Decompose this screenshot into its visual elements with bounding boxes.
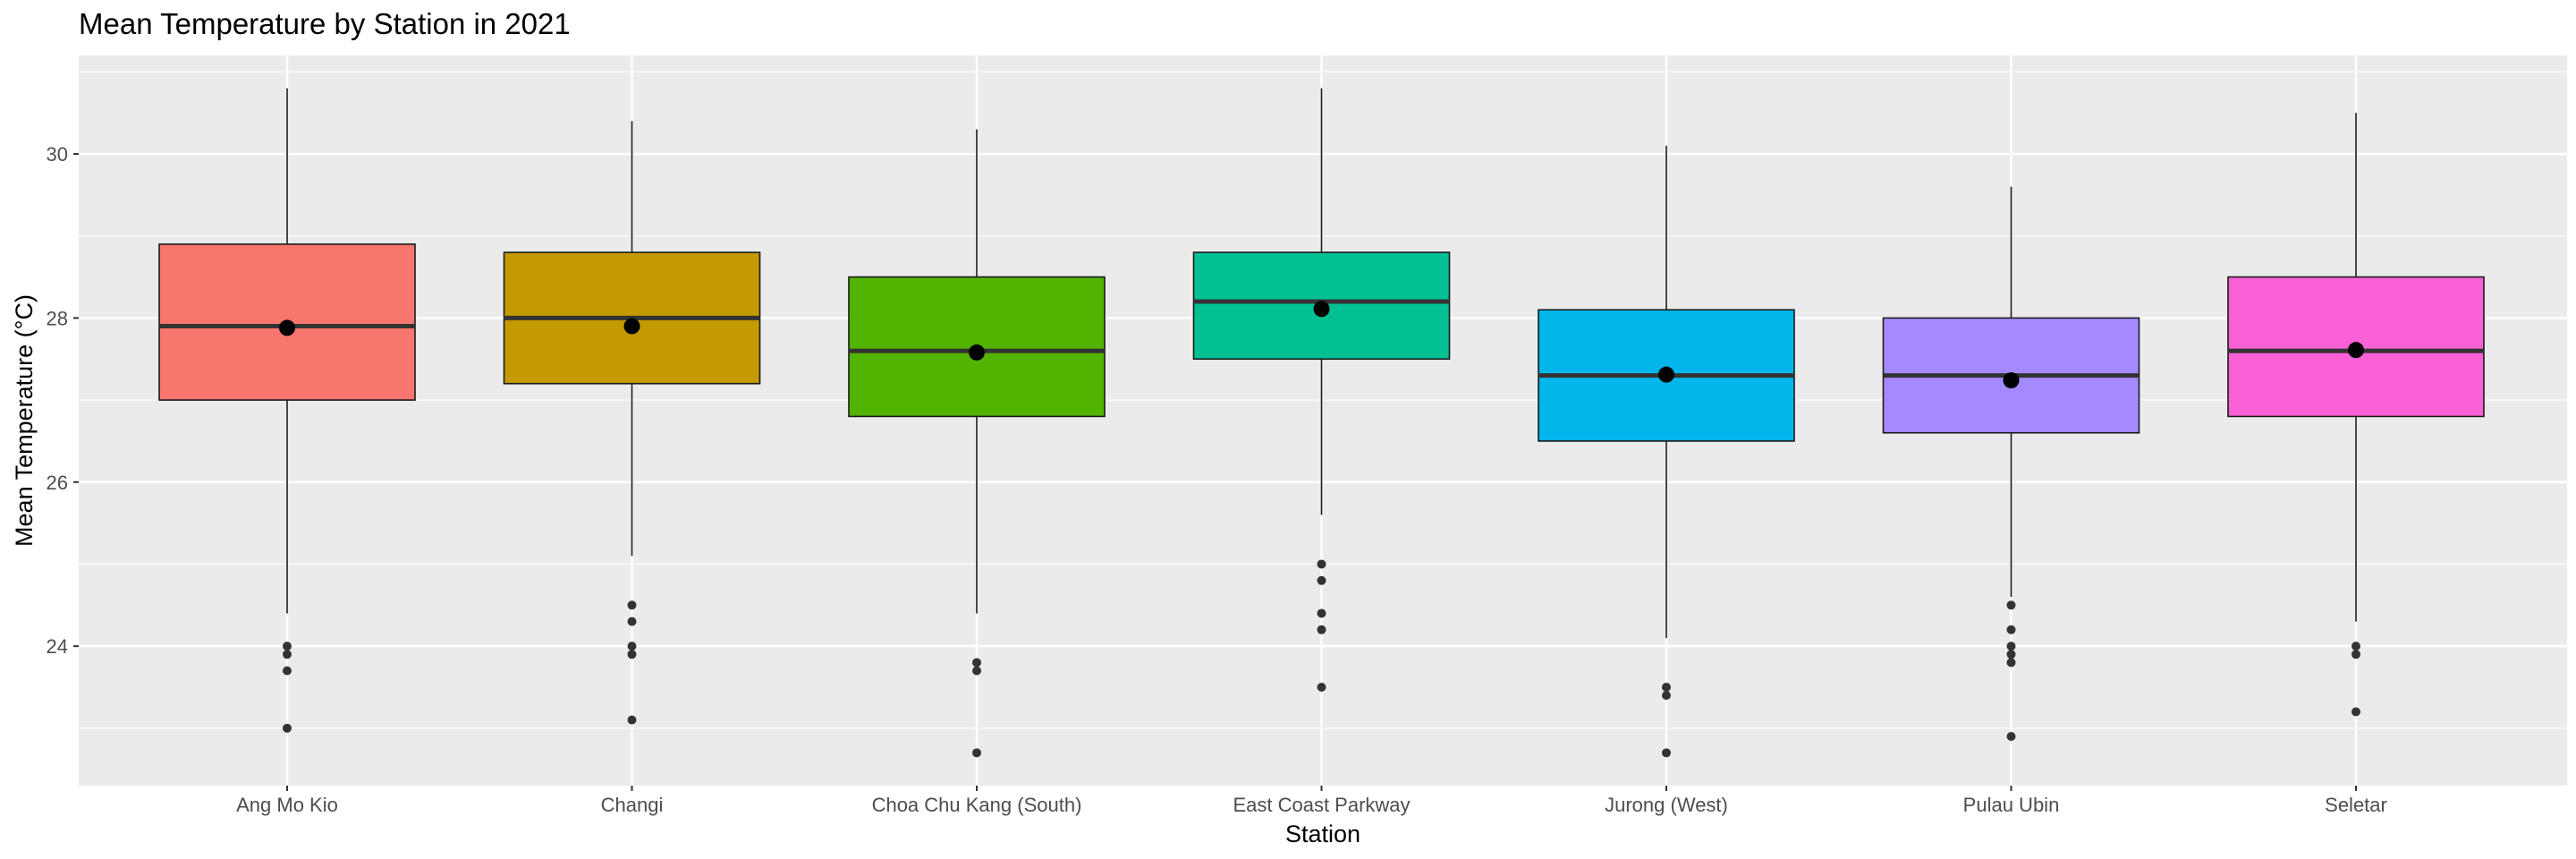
- outlier-point: [2351, 650, 2360, 659]
- outlier-point: [1317, 682, 1326, 692]
- box-group: [158, 88, 416, 733]
- outlier-point: [1662, 682, 1671, 692]
- mean-point: [2348, 342, 2364, 359]
- outlier-point: [1317, 575, 1326, 585]
- x-tick-label: Changi: [601, 794, 664, 816]
- x-tick-label: Ang Mo Kio: [236, 794, 338, 816]
- outlier-point: [2006, 731, 2016, 741]
- outlier-point: [972, 658, 981, 668]
- box-series: [158, 88, 2485, 758]
- outlier-point: [1317, 559, 1326, 569]
- mean-point: [1658, 366, 1674, 383]
- plot-panel: [79, 55, 2567, 786]
- x-tick-label: Pulau Ubin: [1963, 794, 2060, 816]
- box-group: [503, 121, 761, 725]
- outlier-point: [283, 666, 292, 676]
- outlier-point: [627, 600, 637, 610]
- outlier-point: [972, 666, 981, 676]
- box-group: [1538, 145, 1795, 758]
- outlier-point: [2351, 642, 2360, 651]
- x-tick-label: East Coast Parkway: [1233, 794, 1410, 816]
- outlier-point: [627, 642, 637, 651]
- outlier-point: [2006, 625, 2016, 634]
- outlier-point: [1662, 691, 1671, 701]
- x-axis-title: Station: [1285, 821, 1360, 847]
- box-group: [848, 129, 1106, 758]
- outlier-point: [1317, 625, 1326, 634]
- outlier-point: [2006, 642, 2016, 651]
- outlier-point: [1317, 608, 1326, 618]
- outlier-point: [627, 650, 637, 659]
- outlier-point: [283, 650, 292, 659]
- outlier-point: [972, 748, 981, 758]
- y-axis: 24 26 28 30: [47, 143, 79, 658]
- box-group: [2227, 113, 2485, 717]
- mean-point: [969, 344, 985, 361]
- x-tick-label: Jurong (West): [1605, 794, 1728, 816]
- outlier-point: [2006, 658, 2016, 668]
- outlier-point: [283, 642, 292, 651]
- outlier-point: [2006, 650, 2016, 659]
- box-group: [1192, 88, 1451, 692]
- chart-title: Mean Temperature by Station in 2021: [79, 7, 571, 40]
- box-group: [1882, 186, 2140, 741]
- mean-point: [623, 318, 640, 335]
- outlier-point: [627, 715, 637, 725]
- x-tick-label: Seletar: [2325, 794, 2387, 816]
- outlier-point: [2006, 600, 2016, 610]
- mean-point: [1313, 301, 1330, 318]
- mean-point: [279, 319, 295, 336]
- outlier-point: [627, 617, 637, 626]
- outlier-point: [1662, 748, 1671, 758]
- mean-point: [2003, 372, 2020, 389]
- outlier-point: [283, 723, 292, 733]
- y-tick-label: 26: [47, 472, 68, 494]
- x-axis: Ang Mo Kio Changi Choa Chu Kang (South) Eas…: [236, 786, 2387, 816]
- outlier-point: [2351, 707, 2360, 717]
- y-tick-label: 28: [47, 307, 68, 329]
- x-tick-label: Choa Chu Kang (South): [872, 794, 1082, 816]
- y-tick-label: 30: [47, 143, 68, 166]
- y-tick-label: 24: [47, 635, 68, 658]
- y-axis-title: Mean Temperature (°C): [11, 294, 38, 547]
